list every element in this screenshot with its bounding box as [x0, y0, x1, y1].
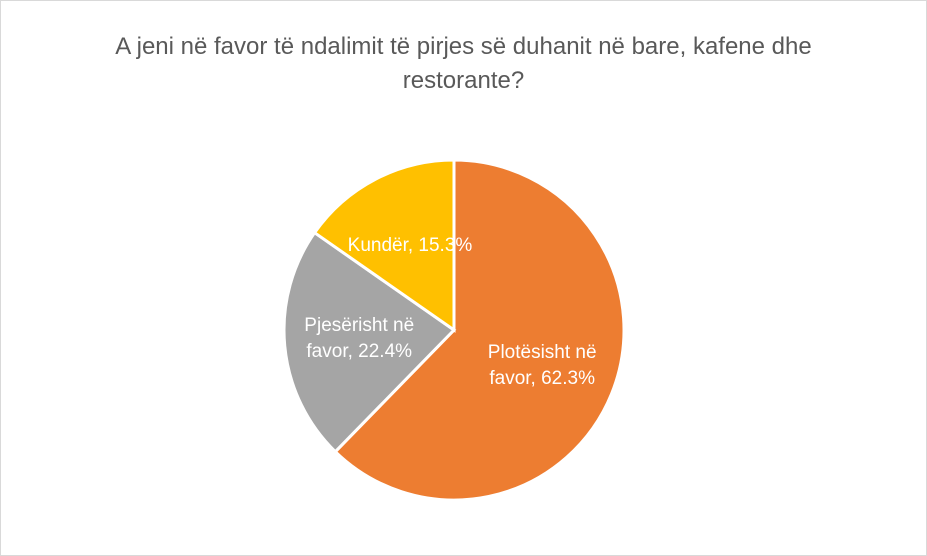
pie-slice [333, 158, 626, 502]
data-label: Kundër, 15.3% [347, 234, 473, 256]
title-box: A jeni në favor të ndalimit të pirjes së… [0, 30, 927, 98]
pie-slice [282, 230, 457, 454]
chart-title: A jeni në favor të ndalimit të pirjes së… [115, 33, 812, 94]
pie-slice [312, 158, 456, 333]
data-label: Plotësisht në favor, 62.3% [487, 341, 597, 389]
data-label: Pjesërisht në favor, 22.4% [304, 314, 415, 362]
